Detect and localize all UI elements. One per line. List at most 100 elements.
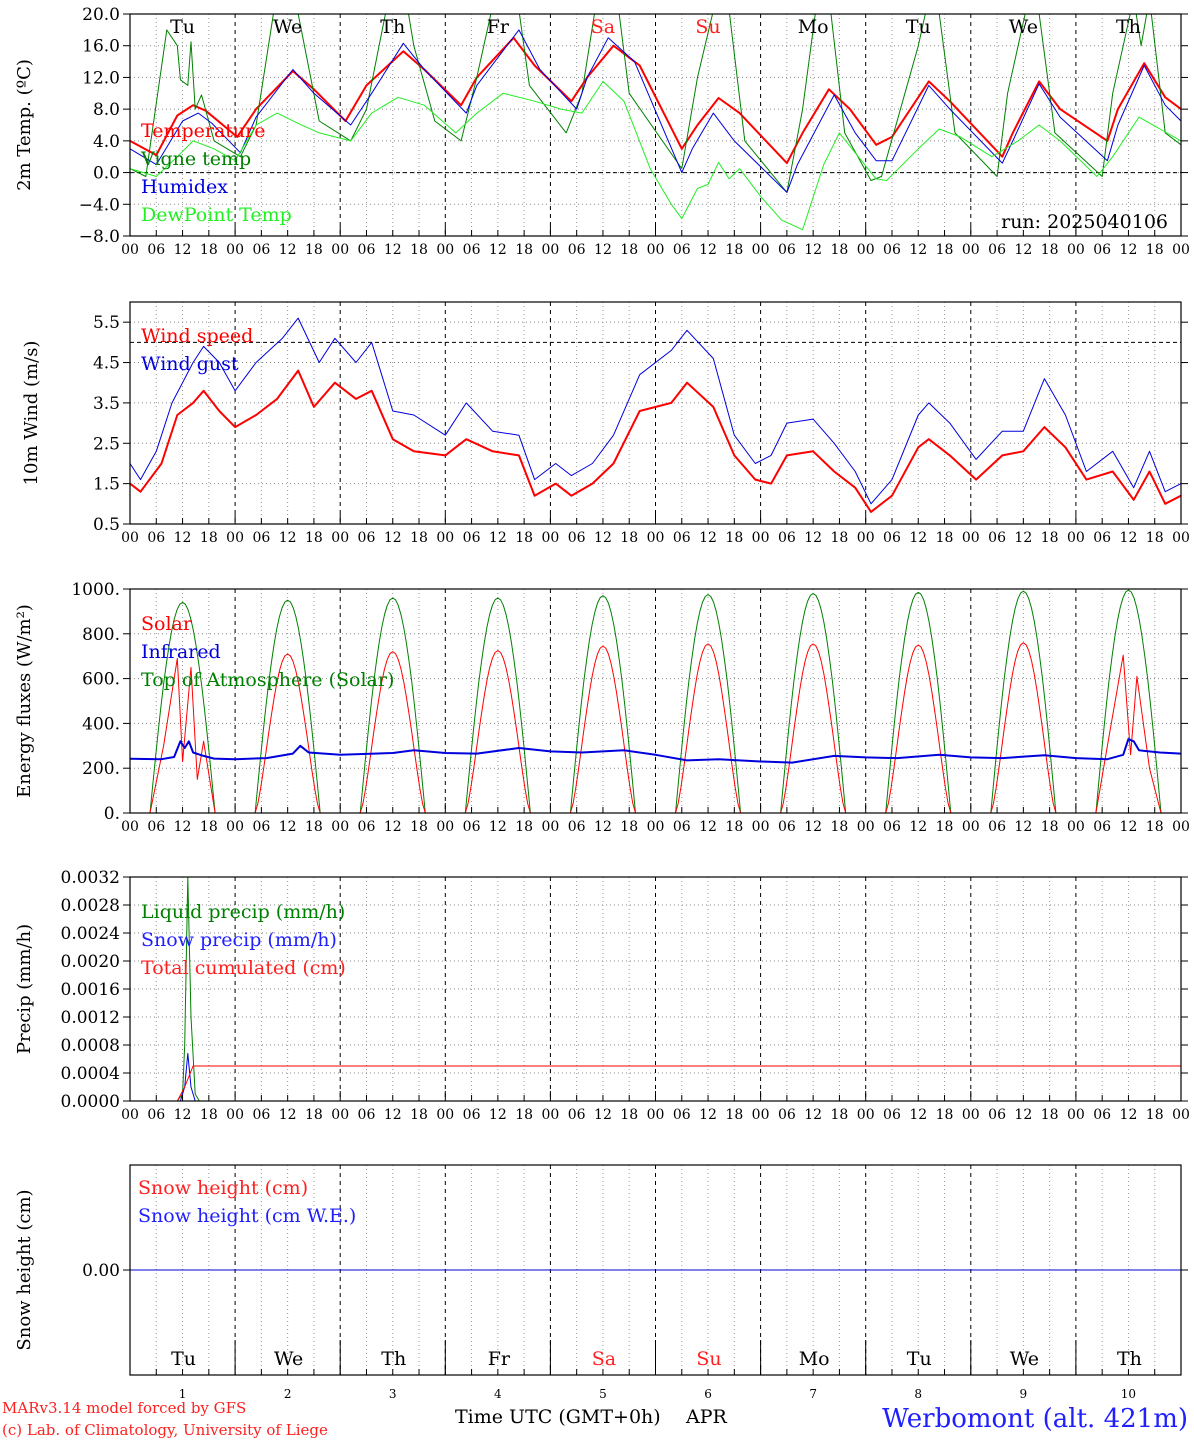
hour-label: 00 — [647, 530, 665, 546]
hour-label: 12 — [489, 819, 507, 835]
y-tick-label: 20.0 — [82, 5, 120, 25]
panel-1: 20.0 16.0 12.0 8.0 4.0 0.0 −4.0 −8.0 2m Temp. (º… — [14, 0, 1190, 286]
hour-label: 06 — [568, 530, 586, 546]
hour-label: 18 — [515, 242, 533, 258]
legend-entry: Snow height (cm W.E.) — [138, 1205, 356, 1227]
hour-label: 06 — [147, 819, 165, 835]
top-mask — [129, 837, 1182, 877]
hour-label: 18 — [1146, 819, 1164, 835]
hour-label: 06 — [358, 242, 376, 258]
hour-label: 18 — [1041, 242, 1059, 258]
hour-label: 00 — [226, 1107, 244, 1123]
hour-label: 12 — [279, 1107, 297, 1123]
hour-label: 00 — [962, 530, 980, 546]
hour-label: 12 — [909, 1107, 927, 1123]
hour-label: 00 — [962, 819, 980, 835]
y-axis-label: Energy fluxes (W/m²) — [14, 604, 35, 798]
hour-label: 12 — [174, 819, 192, 835]
series-line-infrared — [129, 738, 1182, 764]
hour-label: 00 — [436, 530, 454, 546]
series-line-humidex — [129, 29, 1182, 193]
y-tick-label: 800. — [82, 625, 120, 645]
hour-label: 06 — [988, 242, 1006, 258]
hour-label: 06 — [463, 819, 481, 835]
hour-label: 00 — [331, 1107, 349, 1123]
day-number-label: 7 — [809, 1387, 817, 1401]
hour-label: 06 — [778, 1107, 796, 1123]
hour-label: 18 — [1041, 819, 1059, 835]
hour-label: 18 — [305, 530, 323, 546]
weekday-label-bottom: Sa — [592, 1348, 616, 1370]
hour-label: 18 — [410, 1107, 428, 1123]
hour-label: 00 — [752, 242, 770, 258]
hour-label: 00 — [331, 819, 349, 835]
hour-label: 00 — [647, 1107, 665, 1123]
hour-label: 18 — [725, 530, 743, 546]
y-tick-label: 0.0024 — [61, 924, 120, 944]
hour-label: 00 — [1172, 1107, 1190, 1123]
hour-label: 18 — [515, 1107, 533, 1123]
y-tick-label: 0.5 — [93, 515, 120, 535]
hour-label: 06 — [778, 242, 796, 258]
day-number-label: 9 — [1020, 1387, 1028, 1401]
hour-label: 06 — [568, 1107, 586, 1123]
hour-label: 18 — [936, 242, 954, 258]
hour-label: 12 — [489, 530, 507, 546]
hour-label: 12 — [909, 819, 927, 835]
hour-label: 18 — [515, 530, 533, 546]
hour-label: 12 — [384, 819, 402, 835]
hour-label: 18 — [305, 819, 323, 835]
y-tick-label: 5.5 — [93, 313, 120, 333]
legend-entry: Total cumulated (cm) — [141, 957, 346, 979]
hour-label: 00 — [226, 242, 244, 258]
hour-label: 00 — [436, 242, 454, 258]
hour-label: 18 — [1146, 242, 1164, 258]
hour-label: 00 — [121, 1107, 139, 1123]
hour-label: 18 — [200, 819, 218, 835]
hour-label: 00 — [1172, 242, 1190, 258]
hour-label: 06 — [147, 1107, 165, 1123]
hour-label: 12 — [1120, 242, 1138, 258]
series-line-wind-gust — [129, 317, 1182, 505]
hour-label: 00 — [1067, 819, 1085, 835]
hour-label: 12 — [489, 242, 507, 258]
hour-label: 12 — [1014, 242, 1032, 258]
panel-4: 0.0032 0.0028 0.0024 0.0020 0.0016 0.0012 0.00… — [14, 837, 1190, 1151]
hour-label: 12 — [594, 242, 612, 258]
hour-label: 12 — [384, 242, 402, 258]
hour-label: 00 — [857, 242, 875, 258]
hour-label: 00 — [647, 819, 665, 835]
y-tick-label: 4.0 — [93, 132, 120, 152]
hour-label: 18 — [725, 819, 743, 835]
hour-label: 12 — [279, 819, 297, 835]
y-tick-label: 3.5 — [93, 394, 120, 414]
hour-label: 12 — [909, 530, 927, 546]
y-tick-label: 0. — [104, 804, 120, 824]
hour-label: 12 — [384, 530, 402, 546]
day-number-label: 8 — [914, 1387, 922, 1401]
hour-label: 00 — [857, 1107, 875, 1123]
top-mask — [129, 262, 1182, 302]
hour-label: 00 — [121, 819, 139, 835]
y-tick-label: 8.0 — [93, 100, 120, 120]
y-tick-label: 0.0020 — [61, 952, 120, 972]
panel-3: 1000. 800. 600. 400. 200. 0. Energy fluxes (W/… — [14, 549, 1190, 863]
hour-label: 12 — [1014, 530, 1032, 546]
weekday-label-top: We — [273, 16, 302, 38]
legend-entry: Solar — [141, 613, 193, 635]
hour-label: 12 — [174, 1107, 192, 1123]
legend-entry: Top of Atmosphere (Solar) — [141, 669, 394, 691]
hour-label: 06 — [883, 1107, 901, 1123]
hour-label: 12 — [174, 242, 192, 258]
hour-label: 06 — [568, 242, 586, 258]
hour-label: 00 — [857, 530, 875, 546]
hour-label: 12 — [1120, 530, 1138, 546]
hour-label: 18 — [620, 1107, 638, 1123]
panels: 20.0 16.0 12.0 8.0 4.0 0.0 −4.0 −8.0 2m Temp. (º… — [14, 0, 1190, 1401]
hour-label: 06 — [778, 530, 796, 546]
legend-entry: Vigne temp — [140, 148, 251, 170]
hour-label: 18 — [1041, 530, 1059, 546]
hour-label: 00 — [541, 1107, 559, 1123]
hour-label: 06 — [988, 1107, 1006, 1123]
